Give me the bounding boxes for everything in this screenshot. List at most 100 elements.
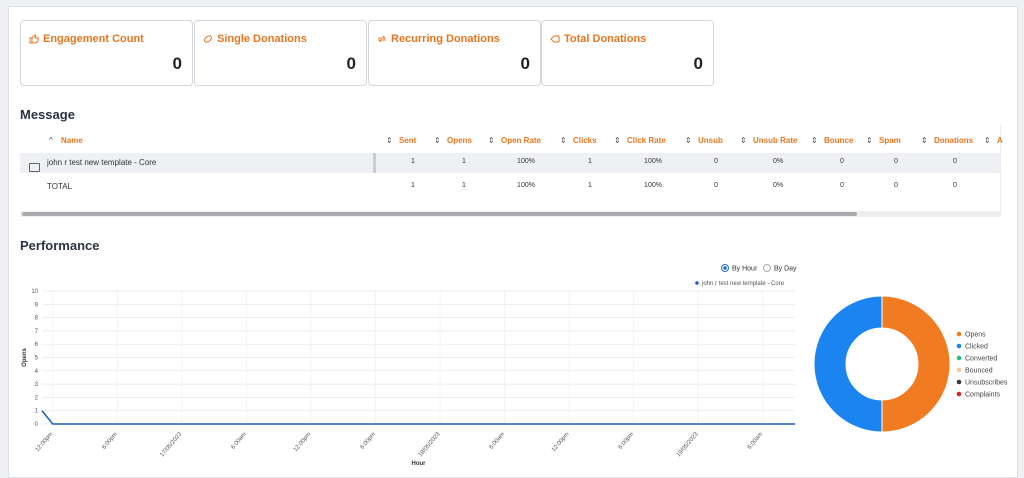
x-tick-label: 17/05/2023 — [159, 431, 183, 458]
card: Engagement Count 0 — [20, 20, 193, 86]
column-header[interactable]: A — [997, 136, 1003, 145]
table-cell: 1 — [588, 158, 592, 165]
column-header[interactable]: Spam — [879, 136, 901, 145]
table-cell: 100% — [517, 182, 535, 189]
divider — [373, 153, 376, 173]
sort-icon[interactable]: ⇕ — [488, 136, 495, 145]
table-cell: 0 — [894, 182, 898, 189]
x-tick-label: 12:00pm — [35, 431, 55, 453]
x-tick-label: 6:00am — [230, 431, 247, 450]
radio-option[interactable]: By Hour — [721, 264, 758, 273]
sort-icon[interactable]: ⇕ — [685, 136, 692, 145]
table-cell: 1 — [462, 182, 466, 189]
sort-icon[interactable]: ⇕ — [921, 136, 928, 145]
y-tick-label: 10 — [31, 289, 38, 295]
section-title: Performance — [20, 238, 100, 253]
card-value: 0 — [346, 54, 356, 73]
y-tick-label: 3 — [35, 382, 39, 388]
scrollbar-thumb[interactable] — [22, 212, 857, 216]
column-header[interactable]: Name — [61, 136, 83, 145]
x-tick-label: 6:00am — [489, 431, 506, 450]
sort-icon[interactable]: ⇕ — [866, 136, 873, 145]
table-cell: 100% — [644, 182, 662, 189]
column-header[interactable]: Click Rate — [627, 136, 666, 145]
legend-marker — [956, 355, 962, 361]
section-title: Message — [20, 107, 75, 122]
table-cell: 1 — [411, 158, 415, 165]
sort-icon[interactable]: ⇕ — [560, 136, 567, 145]
card-title: Single Donations — [217, 33, 307, 45]
legend-marker — [956, 331, 962, 337]
radio-label[interactable]: By Hour — [732, 266, 758, 273]
table-cell: 0 — [840, 158, 844, 165]
sort-icon[interactable]: ^ — [49, 136, 53, 145]
table-cell: john r test new template - Core — [47, 158, 157, 167]
radio[interactable] — [763, 264, 771, 272]
sort-icon[interactable]: ⇕ — [984, 136, 991, 145]
table-cell: 100% — [517, 158, 535, 165]
legend-label: john r test new template - Core — [701, 281, 785, 287]
icon — [550, 35, 560, 43]
x-tick-label: 6:00pm — [360, 431, 377, 450]
card-value: 0 — [172, 54, 182, 73]
table-cell: 0 — [953, 158, 957, 165]
radio-option[interactable]: By Day — [763, 264, 798, 273]
column-header[interactable]: Sent — [399, 136, 417, 145]
y-tick-label: 0 — [35, 422, 39, 428]
card-value: 0 — [693, 54, 703, 73]
column-header[interactable]: Unsub Rate — [753, 136, 798, 145]
icon — [29, 34, 39, 44]
table-cell: 100% — [644, 158, 662, 165]
x-tick-label: 6:00pm — [618, 431, 635, 450]
donut-slice — [813, 295, 883, 433]
x-tick-label: 12:00pm — [293, 431, 313, 453]
table-cell: 1 — [588, 182, 592, 189]
card-value: 0 — [520, 54, 530, 73]
template-icon — [29, 163, 40, 172]
legend-marker — [956, 343, 962, 349]
card: Total Donations 0 — [541, 20, 714, 86]
card-title: Recurring Donations — [391, 33, 500, 45]
column-header[interactable]: Donations — [934, 136, 974, 145]
icon — [204, 35, 212, 43]
y-tick-label: 2 — [35, 395, 39, 401]
sort-icon[interactable]: ⇕ — [386, 136, 393, 145]
row-highlight — [20, 153, 1000, 173]
sort-icon[interactable]: ⇕ — [614, 136, 621, 145]
column-header[interactable]: Bounce — [824, 136, 854, 145]
legend-marker — [956, 391, 962, 397]
y-tick-label: 4 — [35, 369, 39, 375]
card: Recurring Donations 0 — [368, 20, 541, 86]
table-cell: 0% — [772, 158, 784, 165]
legend-label: Converted — [965, 356, 997, 363]
y-tick-label: 5 — [35, 356, 39, 362]
column-header[interactable]: Unsub — [698, 136, 723, 145]
y-tick-label: 9 — [35, 302, 39, 308]
legend-label: Clicked — [965, 344, 988, 351]
legend-marker — [956, 379, 962, 385]
radio-dot[interactable] — [723, 266, 727, 270]
line — [41, 410, 795, 425]
card-title: Engagement Count — [43, 33, 144, 45]
x-tick-label: 6:00pm — [101, 431, 118, 450]
table-cell: 0 — [953, 182, 957, 189]
table-cell: 0 — [840, 182, 844, 189]
column-header[interactable]: Clicks — [573, 136, 597, 145]
radio-label[interactable]: By Day — [774, 266, 797, 273]
panel: Engagement Count 0 Single Donations 0 Recu… — [8, 6, 1018, 478]
table-cell: 1 — [462, 158, 466, 165]
x-tick-label: 6:00am — [747, 431, 764, 450]
table-cell: 0 — [714, 182, 718, 189]
sort-icon[interactable]: ⇕ — [811, 136, 818, 145]
table-cell: 0 — [714, 158, 718, 165]
sort-icon[interactable]: ⇕ — [434, 136, 441, 145]
legend-marker — [956, 367, 962, 373]
sort-icon[interactable]: ⇕ — [740, 136, 747, 145]
table-cell: 1 — [411, 182, 415, 189]
column-header[interactable]: Open Rate — [501, 136, 542, 145]
column-header[interactable]: Opens — [447, 136, 472, 145]
table-cell: TOTAL — [47, 182, 73, 191]
x-axis-label: Hour — [412, 461, 427, 467]
icon — [377, 35, 387, 43]
